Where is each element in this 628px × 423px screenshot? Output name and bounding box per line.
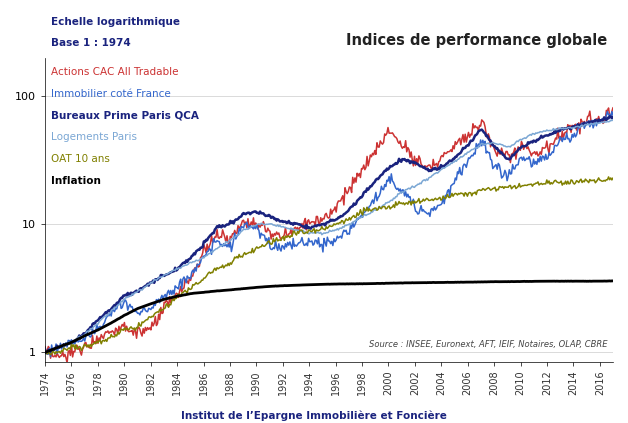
Line: Logements Paris: Logements Paris [45, 120, 620, 352]
Text: OAT 10 ans: OAT 10 ans [51, 154, 109, 164]
Line: Actions CAC All Tradable: Actions CAC All Tradable [45, 107, 620, 363]
Logements Paris [307, 229, 315, 234]
Inflation [144, 302, 151, 308]
Bureaux Prime Paris QCA [193, 248, 201, 253]
Inflation [478, 279, 485, 284]
Actions CAC All Tradable [63, 360, 71, 365]
OAT 10 ans [67, 347, 74, 352]
Text: Logements Paris: Logements Paris [51, 132, 137, 143]
Immobilier coté France [604, 109, 611, 114]
OAT 10 ans [129, 327, 137, 332]
Bureaux Prime Paris QCA [616, 113, 624, 118]
Bureaux Prime Paris QCA [479, 128, 487, 133]
OAT 10 ans [605, 174, 612, 179]
Bureaux Prime Paris QCA [67, 341, 74, 346]
Immobilier coté France [46, 354, 54, 359]
Immobilier coté France [129, 308, 137, 313]
Text: Echelle logarithmique: Echelle logarithmique [51, 17, 180, 27]
Bureaux Prime Paris QCA [145, 283, 153, 288]
Logements Paris [129, 292, 137, 297]
Text: Bureaux Prime Paris QCA: Bureaux Prime Paris QCA [51, 110, 198, 121]
Logements Paris [479, 141, 487, 146]
Immobilier coté France [41, 346, 49, 351]
OAT 10 ans [479, 186, 487, 191]
Immobilier coté France [193, 262, 201, 267]
Logements Paris [41, 349, 49, 354]
Actions CAC All Tradable [307, 220, 315, 225]
Immobilier coté France [616, 110, 624, 115]
Actions CAC All Tradable [479, 119, 487, 124]
Actions CAC All Tradable [41, 344, 49, 349]
Immobilier coté France [145, 306, 153, 311]
Text: Source : INSEE, Euronext, AFT, IEIF, Notaires, OLAP, CBRE: Source : INSEE, Euronext, AFT, IEIF, Not… [369, 341, 607, 349]
Immobilier coté France [479, 138, 487, 143]
Text: Institut de l’Epargne Immobilière et Foncière: Institut de l’Epargne Immobilière et Fon… [181, 410, 447, 421]
Immobilier coté France [67, 339, 74, 344]
Text: Base 1 : 1974: Base 1 : 1974 [51, 38, 131, 49]
Inflation [128, 309, 136, 314]
Line: Inflation: Inflation [45, 281, 620, 352]
Actions CAC All Tradable [145, 327, 153, 332]
OAT 10 ans [41, 350, 49, 355]
Logements Paris [193, 258, 201, 263]
Inflation [65, 341, 73, 346]
OAT 10 ans [46, 352, 54, 357]
Inflation [616, 278, 624, 283]
Logements Paris [609, 117, 617, 122]
Text: Immobilier coté France: Immobilier coté France [51, 88, 170, 99]
Line: OAT 10 ans: OAT 10 ans [45, 177, 620, 355]
Line: Bureaux Prime Paris QCA: Bureaux Prime Paris QCA [45, 116, 620, 353]
Text: Inflation: Inflation [51, 176, 100, 186]
OAT 10 ans [307, 229, 315, 234]
Logements Paris [67, 340, 74, 345]
Inflation [306, 282, 313, 287]
Bureaux Prime Paris QCA [129, 290, 137, 295]
Actions CAC All Tradable [129, 332, 137, 338]
Inflation [41, 350, 49, 355]
Inflation [610, 278, 618, 283]
Bureaux Prime Paris QCA [610, 113, 618, 118]
Actions CAC All Tradable [193, 261, 201, 266]
Immobilier coté France [307, 239, 315, 244]
Inflation [192, 291, 200, 296]
Logements Paris [616, 118, 624, 123]
Text: Indices de performance globale: Indices de performance globale [346, 33, 607, 49]
OAT 10 ans [616, 177, 624, 182]
Logements Paris [45, 350, 52, 355]
Line: Immobilier coté France: Immobilier coté France [45, 111, 620, 357]
Text: Actions CAC All Tradable: Actions CAC All Tradable [51, 67, 178, 77]
OAT 10 ans [145, 314, 153, 319]
Actions CAC All Tradable [67, 353, 74, 358]
Actions CAC All Tradable [616, 104, 624, 110]
Logements Paris [145, 282, 153, 287]
Actions CAC All Tradable [610, 104, 618, 110]
OAT 10 ans [193, 281, 201, 286]
Bureaux Prime Paris QCA [41, 350, 49, 355]
Bureaux Prime Paris QCA [43, 351, 51, 356]
Bureaux Prime Paris QCA [307, 226, 315, 231]
